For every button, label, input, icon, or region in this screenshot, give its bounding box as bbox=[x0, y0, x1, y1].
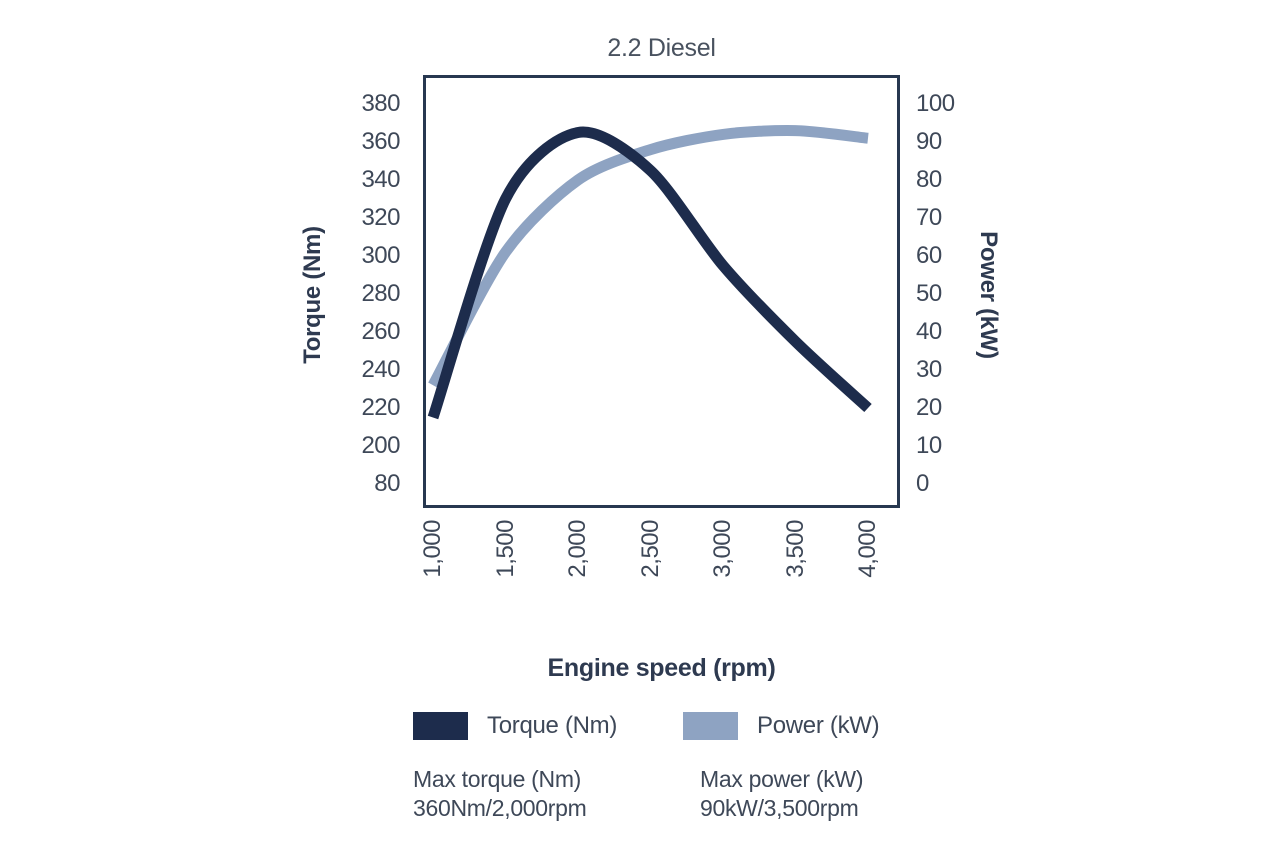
x-axis-label: Engine speed (rpm) bbox=[547, 654, 776, 682]
max-power-note: Max power (kW) 90kW/3,500rpm bbox=[700, 765, 864, 823]
y-left-tick-label: 280 bbox=[361, 280, 400, 307]
chart-title: 2.2 Diesel bbox=[607, 34, 716, 62]
y-right-tick-label: 60 bbox=[916, 242, 942, 269]
y-right-tick-label: 90 bbox=[916, 128, 942, 155]
y-left-tick-label: 320 bbox=[361, 204, 400, 231]
y-left-tick-label: 240 bbox=[361, 356, 400, 383]
series-line-torque bbox=[427, 126, 872, 420]
x-tick-label: 1,000 bbox=[419, 520, 446, 578]
y-left-tick-label: 340 bbox=[361, 166, 400, 193]
max-torque-note-title: Max torque (Nm) bbox=[413, 766, 582, 792]
y-left-tick-label: 300 bbox=[361, 242, 400, 269]
x-tick-label: 1,500 bbox=[491, 520, 519, 578]
y-left-tick-label: 200 bbox=[361, 432, 400, 459]
y-right-tick-label: 70 bbox=[916, 204, 942, 231]
legend-swatch-power bbox=[683, 712, 738, 740]
max-power-note-title: Max power (kW) bbox=[700, 766, 864, 792]
x-tick-label: 2,500 bbox=[636, 520, 664, 578]
max-torque-note: Max torque (Nm) 360Nm/2,000rpm bbox=[413, 765, 587, 823]
legend-label-torque: Torque (Nm) bbox=[487, 712, 618, 739]
x-tick-label: 4,000 bbox=[854, 520, 881, 578]
y-left-tick-label: 360 bbox=[361, 128, 400, 155]
y-right-tick-label: 0 bbox=[916, 470, 929, 497]
y-right-tick-label: 10 bbox=[916, 432, 942, 459]
legend-swatch-torque bbox=[413, 712, 468, 740]
max-torque-note-value: 360Nm/2,000rpm bbox=[413, 795, 587, 821]
x-tick-label: 3,000 bbox=[709, 520, 736, 578]
y-left-tick-label: 80 bbox=[374, 470, 400, 497]
y-right-tick-label: 50 bbox=[916, 280, 942, 307]
y-right-tick-label: 80 bbox=[916, 166, 942, 193]
y-left-tick-label: 380 bbox=[361, 90, 400, 117]
y-right-tick-label: 30 bbox=[916, 356, 942, 383]
plot-area bbox=[423, 75, 900, 508]
legend-label-power: Power (kW) bbox=[757, 712, 880, 739]
y-left-tick-label: 260 bbox=[361, 318, 400, 345]
y-right-tick-label: 20 bbox=[916, 394, 942, 421]
max-power-note-value: 90kW/3,500rpm bbox=[700, 795, 859, 821]
y-left-tick-label: 220 bbox=[361, 394, 400, 421]
y-right-tick-label: 40 bbox=[916, 318, 942, 345]
y-right-tick-label: 100 bbox=[916, 90, 955, 117]
x-tick-label: 3,500 bbox=[781, 520, 809, 578]
x-tick-label: 2,000 bbox=[564, 520, 591, 578]
line-chart-canvas bbox=[427, 125, 872, 420]
